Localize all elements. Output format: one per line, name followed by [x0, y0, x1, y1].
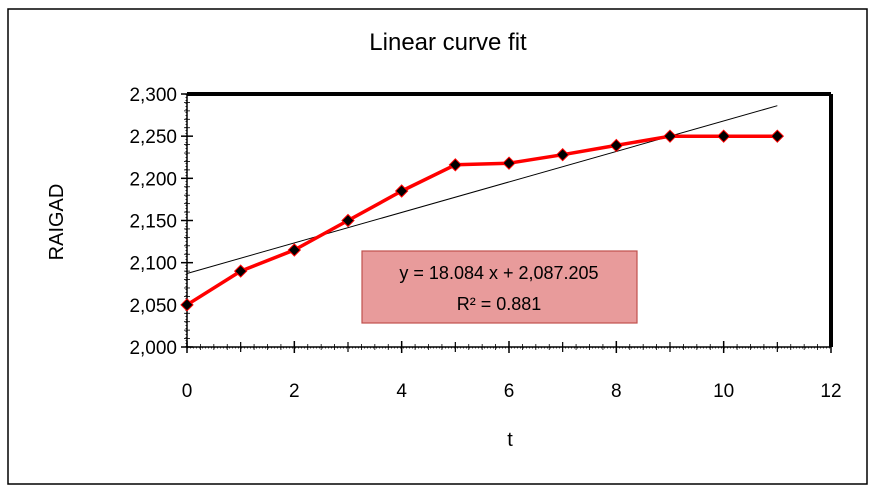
equation-box: y = 18.084 x + 2,087.205 R² = 0.881 [361, 250, 638, 324]
data-series [180, 129, 785, 312]
y-tick-label: 2,300 [129, 85, 177, 106]
x-tick-label: 10 [713, 381, 734, 402]
data-point [555, 148, 570, 162]
chart-frame [7, 8, 868, 485]
trendline-line [186, 105, 778, 274]
chart-title: Linear curve fit [369, 29, 527, 56]
x-tick-label: 2 [289, 381, 300, 402]
equation-box-background [361, 250, 638, 324]
data-point [180, 298, 194, 312]
data-point [448, 158, 463, 172]
data-point [716, 129, 731, 143]
y-tick-label: 2,050 [129, 296, 177, 317]
x-axis-label: t [507, 429, 513, 451]
r-squared: R² = 0.881 [457, 294, 542, 314]
y-tick-label: 2,100 [129, 254, 177, 275]
tick-labels: 0 2 4 6 8 10 12 2,000 2,050 2,100 2,150 2,200 2,250 2… [129, 85, 841, 402]
data-point [233, 264, 248, 278]
plot-area: 0 2 4 6 8 10 12 2,000 2,050 2,100 2,150 2,200 2,250 2… [129, 85, 841, 402]
x-tick-label: 0 [182, 381, 193, 402]
x-tick-label: 12 [820, 381, 841, 402]
series-line [186, 134, 778, 307]
y-tick-label: 2,250 [129, 127, 177, 148]
x-tick-label: 4 [396, 381, 407, 402]
data-point [287, 243, 302, 257]
data-point [341, 213, 355, 228]
x-tick-label: 6 [504, 381, 515, 402]
data-point [609, 138, 624, 153]
data-point [394, 184, 409, 198]
trendline-equation: y = 18.084 x + 2,087.205 [399, 263, 598, 283]
data-point [770, 129, 785, 143]
y-tick-label: 2,200 [129, 169, 177, 190]
trendline [186, 105, 778, 274]
data-point [663, 129, 677, 143]
data-point [502, 156, 516, 170]
x-tick-label: 8 [611, 381, 622, 402]
y-axis-label: RAIGAD [46, 184, 68, 261]
y-tick-label: 2,000 [129, 338, 177, 359]
y-tick-label: 2,150 [129, 212, 177, 233]
